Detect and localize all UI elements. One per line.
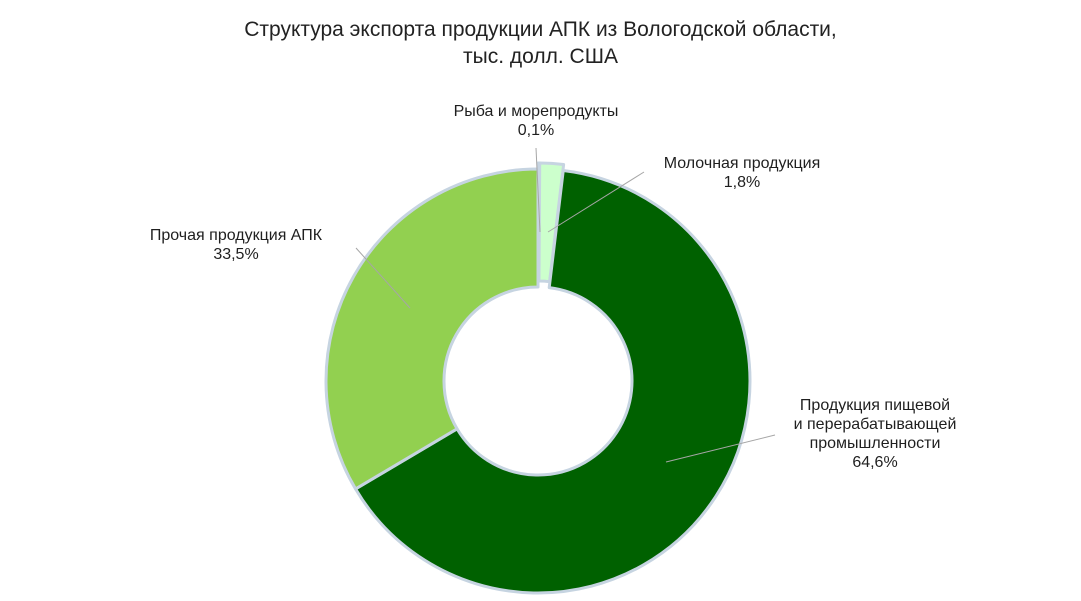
data-label-value: 33,5% — [213, 246, 258, 263]
data-label-name: Прочая продукция АПК — [150, 227, 323, 244]
data-label-3: Продукция пищевой и перерабатывающей промы… — [794, 397, 957, 471]
leader-line-4 — [355, 247, 411, 309]
data-label-name: промышленности — [810, 435, 941, 452]
data-label-value: 1,8% — [724, 174, 760, 191]
leader-line-1 — [535, 147, 541, 233]
data-label-value: 0,1% — [518, 122, 554, 139]
data-label-1: Рыба и морепродукты 0,1% — [454, 103, 619, 139]
leader-line-3 — [665, 434, 776, 463]
data-label-4: Прочая продукция АПК 33,5% — [150, 227, 323, 263]
leader-lines-layer — [355, 147, 776, 463]
chart-title-line-2: тыс. долл. США — [463, 45, 618, 68]
chart-title-line-1: Структура экспорта продукции АПК из Воло… — [244, 18, 837, 41]
data-labels-layer: Рыба и морепродукты 0,1% Молочная продукци… — [150, 103, 957, 471]
donut-slice-4 — [324, 167, 540, 491]
data-label-name: Рыба и морепродукты — [454, 103, 619, 120]
chart-title: Структура экспорта продукции АПК из Воло… — [0, 16, 1081, 70]
data-label-name: Продукция пищевой — [800, 397, 950, 414]
slices-layer — [324, 161, 752, 595]
data-label-name: и перерабатывающей — [794, 416, 957, 433]
donut-slice-3 — [354, 169, 752, 595]
leader-line-2 — [547, 171, 645, 233]
data-label-2: Молочная продукция 1,8% — [664, 155, 821, 191]
data-label-value: 64,6% — [852, 454, 897, 471]
data-label-name: Молочная продукция — [664, 155, 821, 172]
